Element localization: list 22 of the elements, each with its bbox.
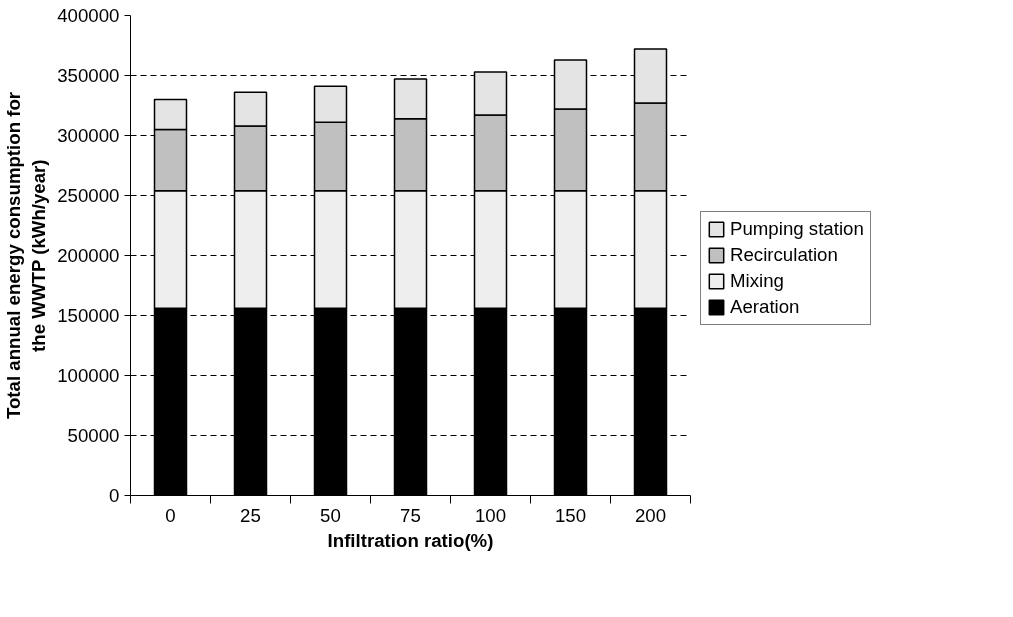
x-tick-label: 200 [634,504,667,526]
x-tick-label: 150 [554,504,587,526]
y-axis-title: Total annual energy consumption for the WWTP (kWh/year) [3,91,50,420]
x-tick-label: 0 [165,504,176,526]
y-tick-label: 300000 [57,125,120,146]
x-tick-label: 75 [400,504,421,526]
y-tick-label: 0 [109,485,120,506]
y-tick-label: 150000 [57,305,120,326]
x-tick-label: 100 [474,504,507,526]
y-tick-label: 100000 [57,365,120,386]
y-tick-label: 350000 [57,65,120,86]
legend-label: Aeration [730,296,800,318]
x-tick-label: 50 [320,504,341,526]
x-axis-title: Infiltration ratio(%) [327,529,494,551]
y-tick-label: 200000 [57,245,120,266]
y-tick-label: 250000 [57,185,120,206]
legend-label: Recirculation [730,244,838,266]
y-tick-label: 400000 [57,5,120,26]
legend-label: Mixing [730,270,784,292]
x-tick-label: 25 [240,504,261,526]
y-tick-label: 50000 [67,425,120,446]
legend-label: Pumping station [730,218,864,240]
